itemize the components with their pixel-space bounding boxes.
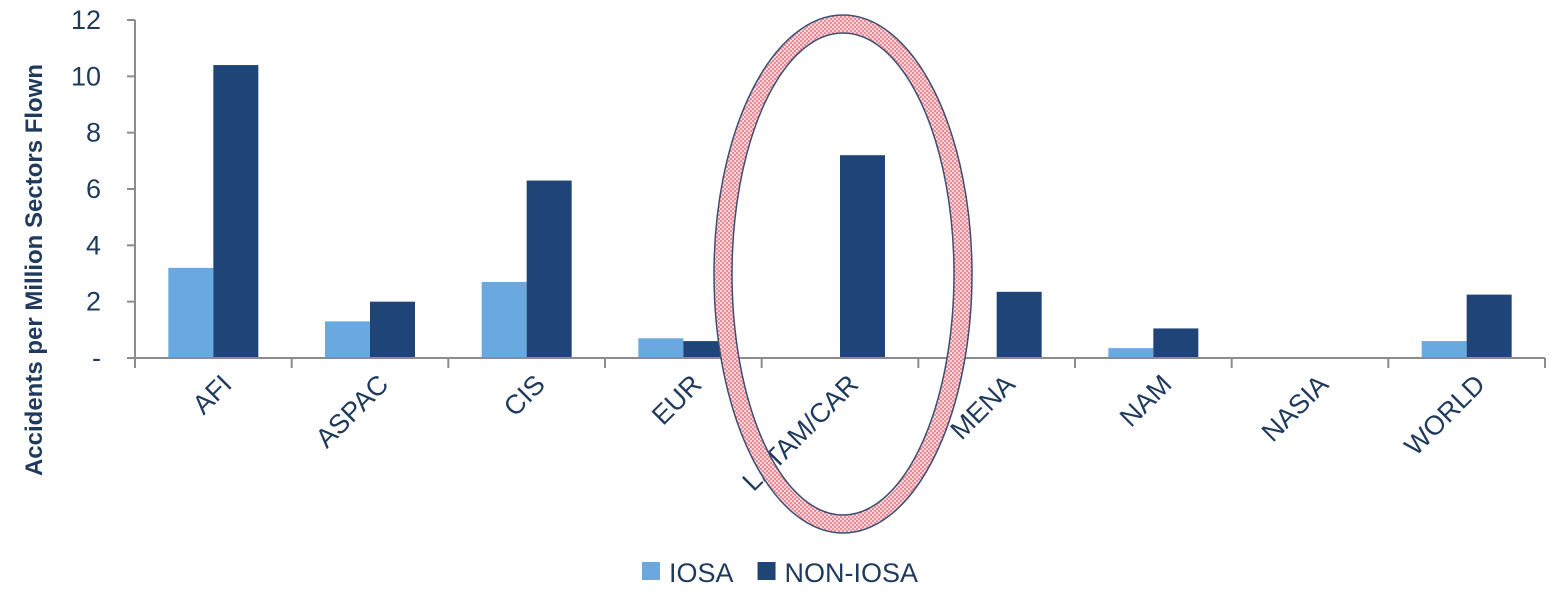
y-tick-label: 10 [71,61,101,91]
legend: IOSA NON-IOSA [642,558,918,588]
bar-non-iosa-aspac [370,301,415,358]
bar-iosa-nam [1108,348,1154,358]
x-tick-label: ASPAC [310,369,395,454]
highlight-ellipse-outer-edge [713,14,973,534]
bar-non-iosa-afi [213,65,259,359]
bar-iosa-world [1421,341,1467,358]
y-tick-label: 6 [86,174,101,204]
highlight-ellipse [713,14,973,534]
highlight-ellipse-ring [714,15,972,533]
x-tick-label: CIS [498,369,551,422]
bar-iosa-aspac [325,321,370,358]
y-tick-label: 12 [71,5,101,35]
bar-non-iosa-nam [1153,328,1199,358]
y-tick-label: - [92,343,101,373]
y-axis-title: Accidents per Million Sectors Flown [21,64,48,476]
y-axis-ticks: - 2 4 6 8 10 12 [71,5,135,373]
legend-swatch-non-iosa [757,562,776,580]
x-tick-label: EUR [646,369,708,431]
bar-non-iosa-mena [996,291,1042,358]
bar-non-iosa-eur [683,341,729,358]
x-tick-label: WORLD [1399,369,1491,461]
bar-iosa-cis [481,281,527,358]
bar-iosa-afi [168,267,214,358]
x-tick-label: AFI [187,369,238,420]
highlight-ellipse-inner-edge [731,32,955,516]
axes [134,20,1546,368]
x-tick-label: NAM [1114,369,1178,433]
y-tick-label: 4 [86,230,101,260]
y-tick-label: 8 [86,118,101,148]
legend-swatch-iosa [642,562,660,580]
bar-non-iosa-latam-car [840,155,885,358]
legend-label-non-iosa: NON-IOSA [785,558,919,588]
bars [168,65,1512,359]
bar-non-iosa-cis [526,180,572,358]
x-tick-label: NASIA [1256,369,1335,448]
legend-label-iosa: IOSA [669,558,734,588]
y-tick-label: 2 [86,287,101,317]
bar-iosa-eur [638,338,684,358]
bar-non-iosa-world [1466,294,1512,358]
x-axis-tick-labels: AFI ASPAC CIS EUR LATAM/CAR MENA NAM NASIA WORLD [187,369,1491,497]
